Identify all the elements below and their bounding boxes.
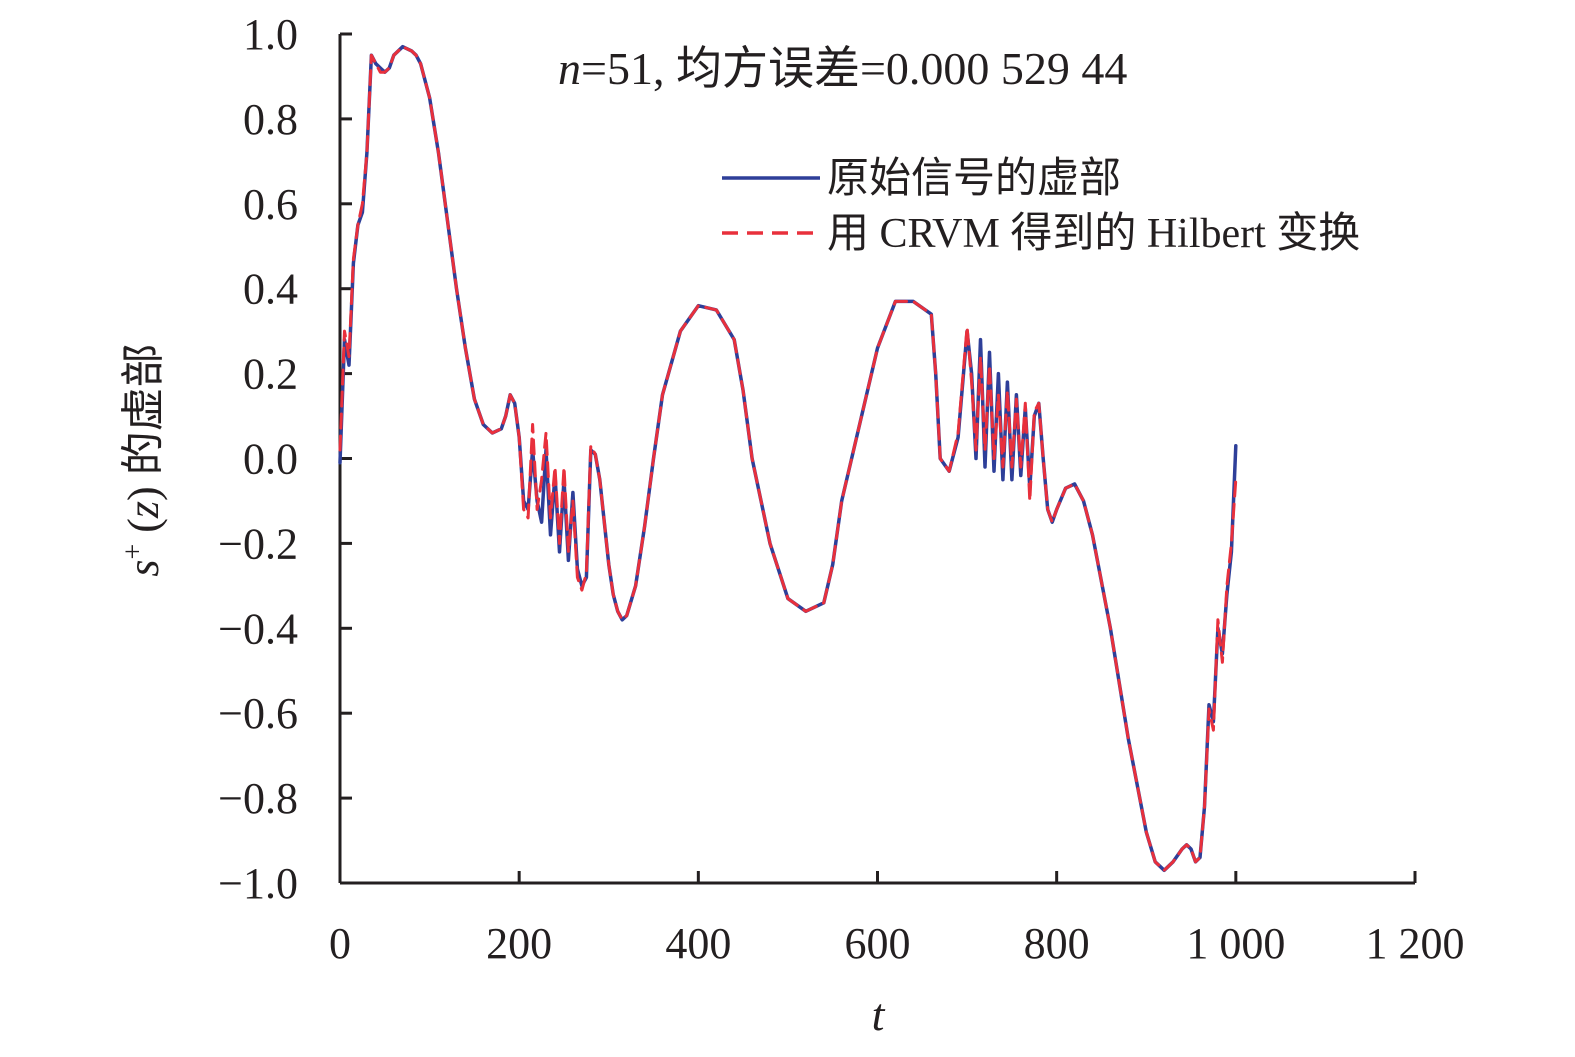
chart-title: n=51, 均方误差=0.000 529 44 [558,43,1127,94]
y-tick-label: −0.8 [218,774,298,823]
y-axis-label: s+ (z) 的虚部 [118,343,168,576]
x-tick-label: 1 200 [1366,919,1465,968]
y-axis-ticks: 1.0 0.8 0.6 0.4 0.2 0.0 −0.2 −0.4 −0.6 −0.8 −1.0 [218,10,352,908]
series-line-crvm [338,45,1238,872]
x-tick-label: 1 000 [1186,919,1285,968]
legend: 原始信号的虚部 用 CRVM 得到的 Hilbert 变换 [722,156,1360,257]
x-tick-label: 0 [329,919,351,968]
x-tick-label: 200 [486,919,552,968]
legend-label-crvm: 用 CRVM 得到的 Hilbert 变换 [827,210,1360,257]
x-tick-label: 600 [845,919,911,968]
y-tick-label: 0.6 [243,180,298,229]
x-axis-label: t [872,989,886,1040]
y-tick-label: 0.2 [243,350,298,399]
chart-title-rest: =51, 均方误差=0.000 529 44 [581,43,1127,94]
legend-label-original: 原始信号的虚部 [827,156,1121,202]
series-layer [338,44,1238,873]
chart-title-var: n [558,43,581,94]
y-tick-label: −0.2 [218,519,298,568]
y-tick-label: 1.0 [243,10,298,59]
x-axis-ticks: 0 200 400 600 800 1 000 1 200 [329,871,1465,968]
y-tick-label: −1.0 [218,859,298,908]
y-tick-label: 0.0 [243,435,298,484]
x-tick-label: 800 [1024,919,1090,968]
y-tick-label: 0.8 [243,95,298,144]
x-tick-label: 400 [665,919,731,968]
y-tick-label: −0.4 [218,604,298,653]
y-tick-label: 0.4 [243,265,298,314]
y-tick-label: −0.6 [218,689,298,738]
